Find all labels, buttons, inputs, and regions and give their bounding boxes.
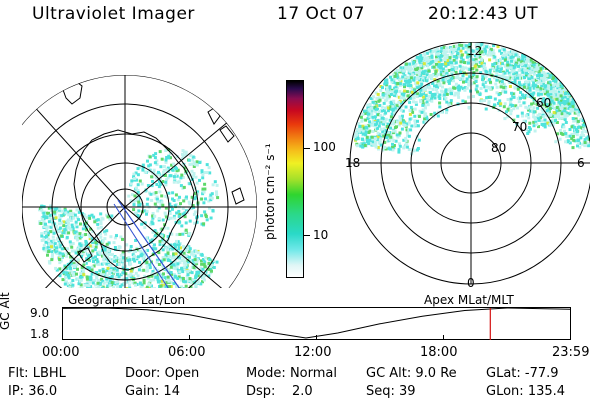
timeline-ytick-9: 9.0 (30, 306, 50, 320)
info-door: Door: Open (125, 366, 200, 381)
colorbar-unit-label: photon cm⁻² s⁻¹ (263, 143, 277, 240)
timeline-left-title: Geographic Lat/Lon (68, 293, 186, 307)
info-gain: Gain: 14 (125, 384, 180, 399)
info-mode: Mode: Normal (246, 366, 337, 381)
timeline-xtick-0600: 06:00 (168, 345, 206, 360)
mlt-label-18: 18 (345, 156, 361, 170)
mlat-label-80: 80 (491, 141, 507, 155)
info-dsp: Dsp: 2.0 (246, 384, 313, 399)
info-glon: GLon: 135.4 (486, 384, 566, 399)
altitude-curve (62, 307, 571, 339)
info-ip: IP: 36.0 (8, 384, 58, 399)
info-gc-alt: GC Alt: 9.0 Re (366, 366, 457, 381)
info-glat: GLat: -77.9 (486, 366, 559, 381)
timeline-xtick-0000: 00:00 (42, 345, 80, 360)
intensity-colorbar (286, 80, 304, 278)
timeline-right-title: Apex MLat/MLT (424, 293, 514, 307)
mlat-label-70: 70 (512, 120, 528, 134)
mlat-label-60: 60 (536, 96, 552, 110)
timeline-xtick-2359: 23:59 (552, 345, 590, 360)
info-filter: Flt: LBHL (8, 366, 66, 381)
mlt-label-0: 0 (467, 276, 475, 290)
altitude-timeline-plot (62, 307, 571, 340)
mlt-label-12: 12 (467, 44, 483, 58)
colorbar-tick-10: 10 (313, 228, 329, 242)
continent-outline (73, 129, 195, 271)
instrument-title: Ultraviolet Imager (32, 4, 195, 24)
aurora-image-right (353, 42, 590, 156)
timeline-xtick-1200: 12:00 (294, 345, 332, 360)
time-label: 20:12:43 UT (428, 4, 539, 24)
colorbar-tick-100: 100 (313, 140, 336, 154)
timeline-y-label: GC Alt (0, 292, 12, 330)
magnetic-polar-map (349, 42, 590, 285)
timeline-xtick-1800: 18:00 (420, 345, 458, 360)
timeline-ytick-1-8: 1.8 (30, 327, 50, 341)
date-label: 17 Oct 07 (277, 4, 365, 24)
info-seq: Seq: 39 (366, 384, 416, 399)
mlt-label-6: 6 (577, 156, 585, 170)
aurora-image-left (38, 148, 220, 288)
geographic-polar-map (22, 75, 257, 288)
